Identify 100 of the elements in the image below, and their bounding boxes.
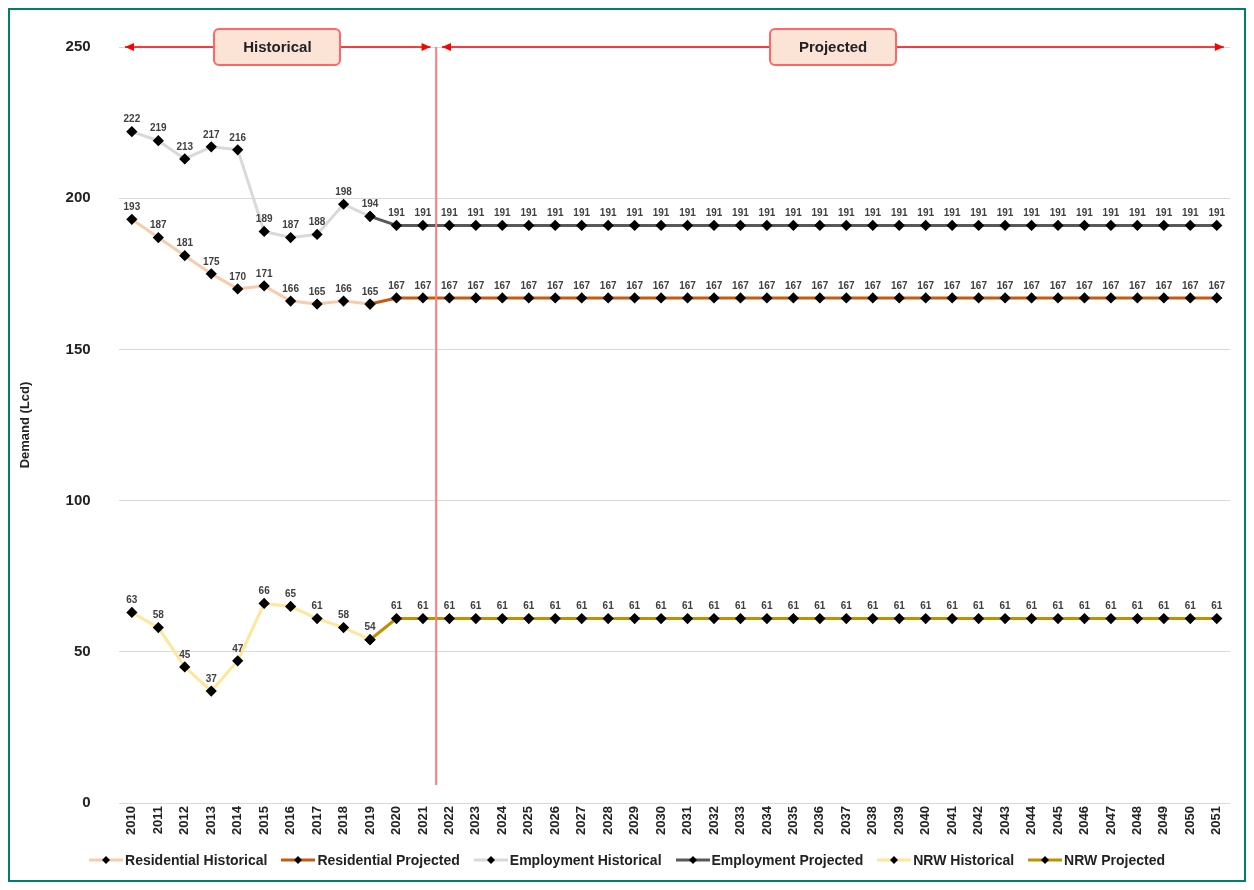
data-label: 181 <box>176 237 194 249</box>
data-label: 187 <box>149 219 168 231</box>
x-tick-label: 2012 <box>176 806 192 835</box>
data-label: 165 <box>308 285 326 297</box>
data-label: 61 <box>681 600 694 612</box>
data-label: 167 <box>758 279 776 291</box>
data-label: 167 <box>1023 279 1041 291</box>
data-label: 193 <box>123 201 141 213</box>
y-tick-label: 200 <box>65 188 91 206</box>
data-label: 167 <box>811 279 829 291</box>
x-tick-label: 2015 <box>255 806 271 835</box>
data-label: 167 <box>1049 279 1067 291</box>
x-tick-label: 2024 <box>493 805 509 835</box>
x-tick-label: 2026 <box>546 806 562 835</box>
data-label: 61 <box>946 600 959 612</box>
data-label: 61 <box>576 600 588 612</box>
data-label: 191 <box>1049 207 1067 219</box>
data-label: 191 <box>1023 207 1041 219</box>
legend-label: Residential Projected <box>317 852 460 868</box>
x-tick-label: 2030 <box>652 806 668 835</box>
data-label: 61 <box>311 600 324 612</box>
data-label: 167 <box>520 279 538 291</box>
data-label: 191 <box>679 207 697 219</box>
data-label: 165 <box>361 285 379 297</box>
data-label: 191 <box>1076 207 1094 219</box>
data-label: 167 <box>1102 279 1120 291</box>
x-tick-label: 2041 <box>943 806 959 835</box>
data-label: 175 <box>202 255 221 267</box>
data-label: 167 <box>837 279 856 291</box>
x-tick-label: 2016 <box>282 806 298 835</box>
x-tick-label: 2029 <box>626 806 642 835</box>
data-label: 61 <box>1131 600 1144 612</box>
data-label: 61 <box>1211 600 1223 612</box>
data-label: 61 <box>734 600 747 612</box>
legend-label: NRW Historical <box>913 852 1015 868</box>
data-label: 61 <box>390 600 403 612</box>
data-label: 191 <box>573 207 591 219</box>
x-tick-label: 2045 <box>1049 806 1065 835</box>
data-label: 61 <box>1025 600 1038 612</box>
legend-label: Employment Projected <box>711 852 864 868</box>
data-label: 166 <box>282 282 300 294</box>
data-label: 191 <box>1155 207 1173 219</box>
data-label: 191 <box>785 207 803 219</box>
data-label: 191 <box>1102 207 1120 219</box>
data-label: 63 <box>126 594 138 606</box>
data-label: 191 <box>599 207 617 219</box>
data-label: 166 <box>335 282 353 294</box>
data-label: 61 <box>470 600 482 612</box>
data-label: 191 <box>493 207 512 219</box>
x-tick-label: 2037 <box>837 806 853 835</box>
x-tick-label: 2046 <box>1076 806 1092 835</box>
data-label: 45 <box>179 648 191 660</box>
data-label: 61 <box>655 600 668 612</box>
x-tick-label: 2044 <box>1023 805 1039 835</box>
data-label: 37 <box>205 672 218 684</box>
x-tick-label: 2025 <box>520 806 536 835</box>
x-tick-label: 2051 <box>1208 806 1224 835</box>
x-tick-label: 2040 <box>917 806 933 835</box>
data-label: 171 <box>255 267 273 279</box>
data-label: 61 <box>973 600 985 612</box>
data-label: 167 <box>679 279 697 291</box>
data-label: 191 <box>811 207 829 219</box>
legend-label: Employment Historical <box>509 852 662 868</box>
y-tick-label: 100 <box>65 490 91 508</box>
data-label: 61 <box>602 600 615 612</box>
data-label: 61 <box>523 600 535 612</box>
data-label: 167 <box>626 279 644 291</box>
data-label: 167 <box>1076 279 1094 291</box>
x-tick-label: 2014 <box>229 805 245 835</box>
data-label: 167 <box>705 279 723 291</box>
data-label: 167 <box>1181 279 1200 291</box>
x-tick-label: 2050 <box>1181 806 1197 835</box>
data-label: 61 <box>761 600 773 612</box>
data-label: 167 <box>573 279 591 291</box>
data-label: 191 <box>388 207 406 219</box>
data-label: 191 <box>837 207 856 219</box>
x-tick-label: 2039 <box>890 806 906 835</box>
legend-label: Residential Historical <box>125 852 268 868</box>
data-label: 191 <box>652 207 670 219</box>
data-label: 167 <box>467 279 485 291</box>
data-label: 216 <box>229 131 247 143</box>
x-tick-label: 2049 <box>1155 806 1171 835</box>
data-label: 61 <box>920 600 932 612</box>
data-label: 167 <box>996 279 1014 291</box>
data-label: 54 <box>364 621 377 633</box>
data-label: 194 <box>361 198 379 210</box>
y-tick-label: 0 <box>82 793 91 811</box>
data-label: 167 <box>599 279 617 291</box>
data-label: 170 <box>229 270 247 282</box>
data-label: 167 <box>1155 279 1173 291</box>
data-label: 61 <box>1158 600 1170 612</box>
data-label: 191 <box>890 207 909 219</box>
data-label: 188 <box>308 216 326 228</box>
data-label: 191 <box>996 207 1014 219</box>
data-label: 191 <box>414 207 432 219</box>
data-label: 167 <box>493 279 512 291</box>
data-label: 191 <box>732 207 750 219</box>
data-label: 191 <box>1181 207 1200 219</box>
data-label: 219 <box>149 122 168 134</box>
x-tick-label: 2020 <box>388 806 404 835</box>
